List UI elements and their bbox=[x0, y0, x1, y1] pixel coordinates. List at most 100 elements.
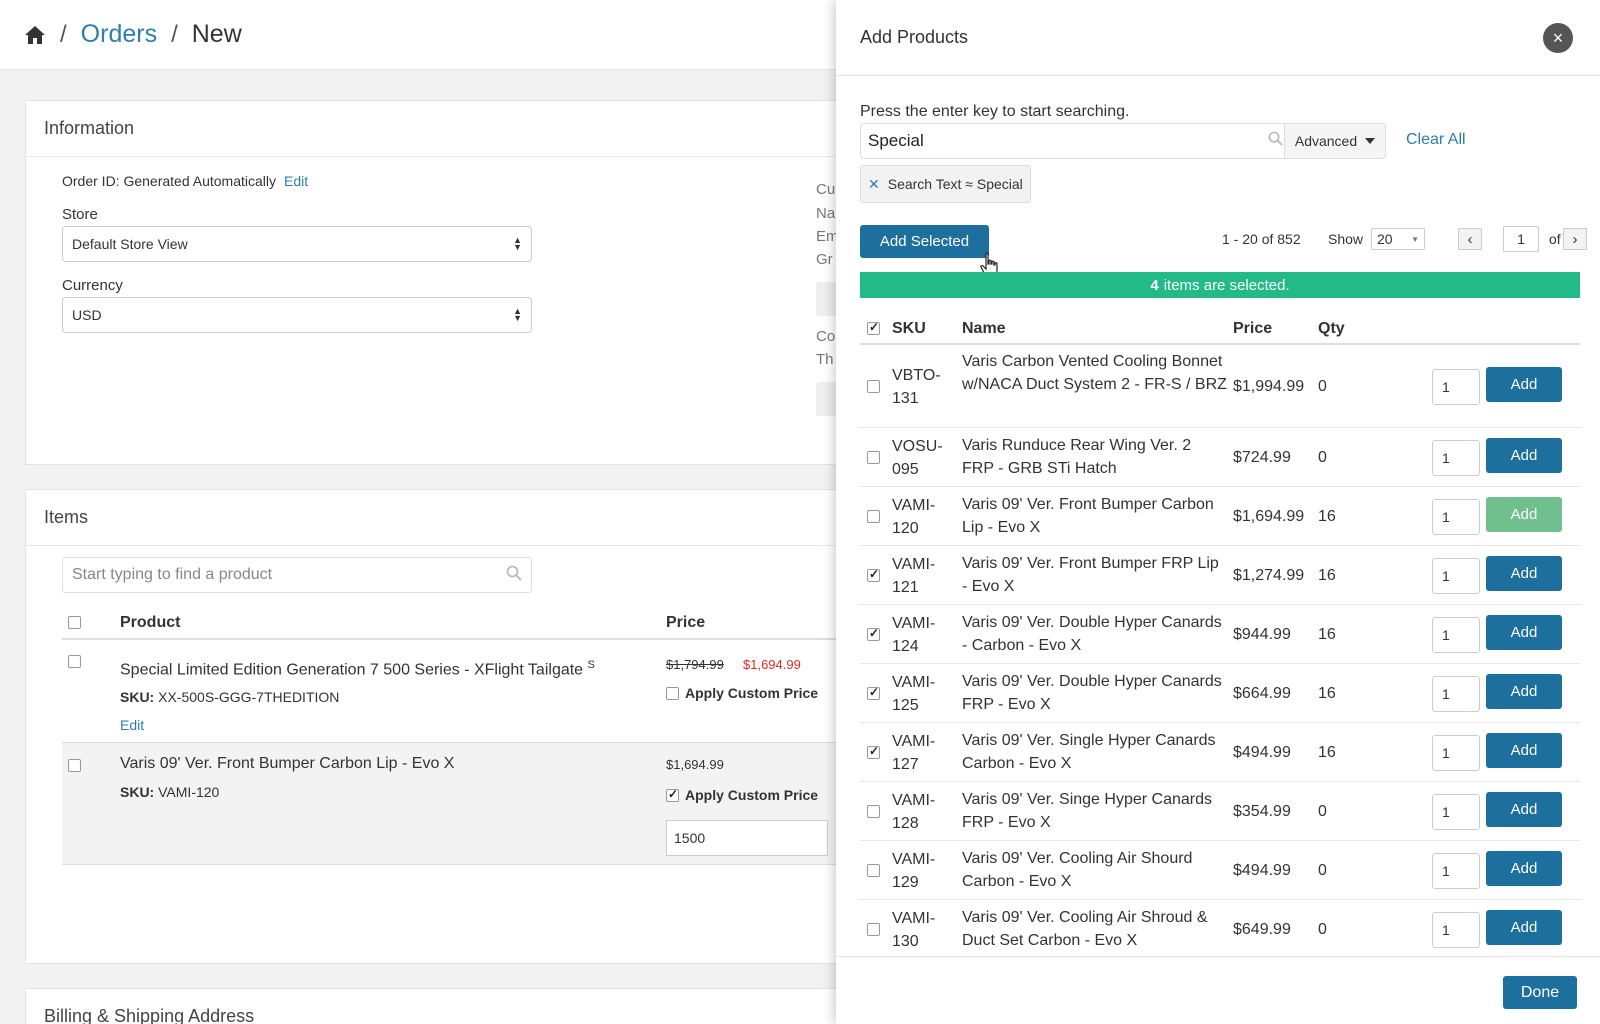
quantity-input[interactable]: 1 bbox=[1432, 439, 1480, 476]
next-page-button[interactable]: › bbox=[1563, 228, 1587, 250]
chevron-left-icon: ‹ bbox=[1467, 230, 1473, 248]
sale-price: $1,694.99 bbox=[743, 657, 801, 672]
quantity-input[interactable]: 1 bbox=[1432, 911, 1480, 948]
page-number-input[interactable]: 1 bbox=[1503, 226, 1539, 252]
product-name[interactable]: Varis 09' Ver. Front Bumper Carbon Lip -… bbox=[120, 755, 455, 772]
order-id: Order ID: Generated Automatically Edit bbox=[62, 173, 308, 189]
row-checkbox[interactable] bbox=[867, 744, 880, 759]
product-name: Varis 09' Ver. Cooling Air Shroud & Duct… bbox=[962, 909, 1208, 949]
add-selected-button[interactable]: Add Selected bbox=[860, 225, 989, 258]
row-checkbox[interactable] bbox=[867, 567, 880, 582]
quantity-input[interactable]: 1 bbox=[1432, 852, 1480, 889]
row-checkbox[interactable] bbox=[867, 804, 880, 818]
add-button[interactable]: Add bbox=[1486, 614, 1562, 650]
quantity-input[interactable]: 1 bbox=[1432, 616, 1480, 653]
advanced-dropdown[interactable]: Advanced bbox=[1284, 123, 1386, 159]
product-qty: 16 bbox=[1318, 566, 1336, 584]
edit-link[interactable]: Edit bbox=[120, 717, 145, 733]
product-search-placeholder: Start typing to find a product bbox=[72, 566, 273, 583]
product-name[interactable]: Special Limited Edition Generation 7 500… bbox=[120, 659, 595, 679]
order-id-text: Order ID: Generated Automatically bbox=[62, 173, 276, 189]
product-name: Varis 09' Ver. Double Hyper Canards FRP … bbox=[962, 673, 1222, 713]
home-icon[interactable] bbox=[24, 24, 46, 46]
row-checkbox[interactable] bbox=[68, 759, 81, 772]
row-checkbox[interactable] bbox=[867, 626, 880, 641]
row-checkbox[interactable] bbox=[68, 655, 81, 668]
quantity-input[interactable]: 1 bbox=[1432, 498, 1480, 535]
chevron-right-icon: › bbox=[1572, 230, 1578, 248]
add-button[interactable]: Add bbox=[1486, 673, 1562, 709]
select-all-checkbox[interactable] bbox=[867, 320, 880, 335]
product-search-input[interactable]: Start typing to find a product bbox=[62, 557, 532, 593]
custom-price-checkbox[interactable] bbox=[666, 686, 679, 700]
product-price: $494.99 bbox=[1233, 743, 1291, 761]
product-qty: 0 bbox=[1318, 920, 1327, 938]
select-arrows-icon: ▲ ▼ bbox=[513, 235, 522, 252]
currency-label: Currency bbox=[62, 277, 123, 294]
prev-page-button[interactable]: ‹ bbox=[1458, 228, 1482, 250]
table-row: VAMI-125 Varis 09' Ver. Double Hyper Cana… bbox=[860, 664, 1580, 723]
customer-label-clipped: Cu bbox=[816, 181, 836, 198]
original-price: $1,794.99 bbox=[666, 657, 724, 672]
page-size-select[interactable]: 20 ▼ bbox=[1371, 228, 1425, 250]
product-qty: 0 bbox=[1318, 448, 1327, 466]
clear-all-link[interactable]: Clear All bbox=[1406, 131, 1466, 148]
currency-select-value: USD bbox=[72, 307, 102, 323]
add-button[interactable]: Add bbox=[1486, 367, 1562, 402]
search-hint: Press the enter key to start searching. bbox=[860, 103, 1130, 120]
email-label-clipped: Em bbox=[816, 228, 839, 245]
product-price: $649.99 bbox=[1233, 920, 1291, 938]
close-icon[interactable]: × bbox=[1543, 23, 1573, 53]
table-row: VBTO-131 Varis Carbon Vented Cooling Bonn… bbox=[860, 346, 1580, 428]
order-id-edit-link[interactable]: Edit bbox=[284, 173, 309, 189]
product-name: Varis 09' Ver. Single Hyper Canards Carb… bbox=[962, 732, 1216, 772]
quantity-input[interactable]: 1 bbox=[1432, 675, 1480, 712]
breadcrumb-orders-link[interactable]: Orders bbox=[80, 20, 158, 48]
row-checkbox[interactable] bbox=[867, 863, 880, 877]
table-row: VAMI-120 Varis 09' Ver. Front Bumper Carb… bbox=[860, 487, 1580, 546]
done-button[interactable]: Done bbox=[1503, 976, 1577, 1009]
row-checkbox[interactable] bbox=[867, 380, 880, 393]
add-button[interactable]: Add bbox=[1486, 496, 1562, 532]
quantity-input[interactable]: 1 bbox=[1432, 369, 1480, 405]
product-qty: 0 bbox=[1318, 378, 1327, 395]
row-checkbox[interactable] bbox=[867, 509, 880, 523]
table-row: VAMI-124 Varis 09' Ver. Double Hyper Cana… bbox=[860, 605, 1580, 664]
product-name: Varis 09' Ver. Front Bumper Carbon Lip -… bbox=[962, 496, 1214, 536]
add-button[interactable]: Add bbox=[1486, 909, 1562, 945]
apply-custom-price[interactable]: Apply Custom Price bbox=[666, 787, 818, 803]
products-table-header: SKU Name Price Qty bbox=[860, 312, 1580, 345]
caret-down-icon: ▼ bbox=[1411, 234, 1419, 244]
table-row: Varis 09' Ver. Front Bumper Carbon Lip -… bbox=[62, 743, 862, 865]
row-checkbox[interactable] bbox=[867, 922, 880, 936]
quantity-input[interactable]: 1 bbox=[1432, 734, 1480, 771]
add-button[interactable]: Add bbox=[1486, 791, 1562, 827]
currency-select[interactable]: USD ▲ ▼ bbox=[62, 297, 532, 333]
add-button[interactable]: Add bbox=[1486, 437, 1562, 473]
product-name: Varis Carbon Vented Cooling Bonnet w/NAC… bbox=[962, 353, 1227, 393]
product-price: $664.99 bbox=[1233, 684, 1291, 702]
row-checkbox[interactable] bbox=[867, 450, 880, 464]
table-row: VAMI-127 Varis 09' Ver. Single Hyper Cana… bbox=[860, 723, 1580, 782]
add-button[interactable]: Add bbox=[1486, 850, 1562, 886]
custom-price-checkbox[interactable] bbox=[666, 787, 679, 802]
product-price: $724.99 bbox=[1233, 448, 1291, 466]
table-row: Special Limited Edition Generation 7 500… bbox=[62, 642, 862, 743]
product-name: Varis 09' Ver. Cooling Air Shourd Carbon… bbox=[962, 850, 1193, 890]
column-price: Price bbox=[666, 614, 706, 631]
add-button[interactable]: Add bbox=[1486, 732, 1562, 768]
store-label: Store bbox=[62, 206, 98, 223]
product-sku: VAMI-128 bbox=[892, 791, 936, 832]
remove-filter-icon[interactable]: ✕ bbox=[868, 175, 880, 192]
quantity-input[interactable]: 1 bbox=[1432, 793, 1480, 830]
product-name: Varis Runduce Rear Wing Ver. 2 FRP - GRB… bbox=[962, 437, 1192, 477]
apply-custom-price[interactable]: Apply Custom Price bbox=[666, 685, 818, 701]
add-button[interactable]: Add bbox=[1486, 555, 1562, 591]
custom-price-input[interactable]: 1500 bbox=[666, 820, 828, 856]
product-qty: 16 bbox=[1318, 507, 1336, 525]
quantity-input[interactable]: 1 bbox=[1432, 557, 1480, 594]
modal-search-input[interactable]: Special bbox=[860, 123, 1290, 159]
select-all-checkbox[interactable] bbox=[68, 616, 81, 629]
store-select[interactable]: Default Store View ▲ ▼ bbox=[62, 226, 532, 262]
row-checkbox[interactable] bbox=[867, 685, 880, 700]
